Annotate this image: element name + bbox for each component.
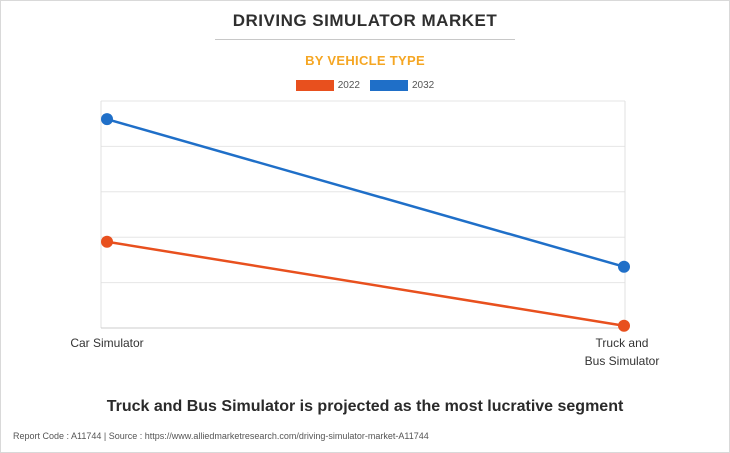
x-tick-label-line: Car Simulator	[70, 336, 143, 350]
chart-title: DRIVING SIMULATOR MARKET	[232, 11, 498, 30]
chart-headline: Truck and Bus Simulator is projected as …	[106, 398, 624, 415]
chart-subtitle: BY VEHICLE TYPE	[305, 53, 425, 68]
data-point-2022-1	[618, 319, 630, 332]
x-tick-label-line: Truck and	[596, 336, 649, 350]
legend-label-2022: 2022	[337, 80, 360, 91]
title-divider	[215, 39, 515, 40]
data-point-2032-0	[101, 113, 113, 126]
series-line-2022	[106, 240, 625, 327]
x-tick-label-line: Bus Simulator	[585, 354, 660, 368]
legend-label-2032: 2032	[412, 80, 435, 91]
report-code: Report Code : A11744	[13, 431, 102, 441]
footer-note: Report Code : A11744 | Source : https://…	[13, 431, 429, 441]
series-line-2032	[106, 117, 625, 268]
footer-separator: |	[103, 431, 107, 441]
source-text: Source : https://www.alliedmarketresearc…	[108, 431, 429, 441]
x-tick-label-1: Truck and Bus Simulator	[585, 336, 660, 368]
legend-swatch-2022	[295, 80, 334, 91]
legend-item-2022[interactable]: 2022	[295, 80, 360, 91]
line-chart: Car Simulator Truck and Bus Simulator	[70, 100, 660, 368]
legend-item-2032[interactable]: 2032	[370, 80, 434, 91]
data-point-2022-0	[101, 235, 113, 248]
x-tick-label-0: Car Simulator	[70, 336, 143, 350]
data-point-2032-1	[618, 260, 630, 273]
legend-swatch-2032	[370, 80, 408, 91]
legend: 2022 2032	[1, 80, 729, 91]
